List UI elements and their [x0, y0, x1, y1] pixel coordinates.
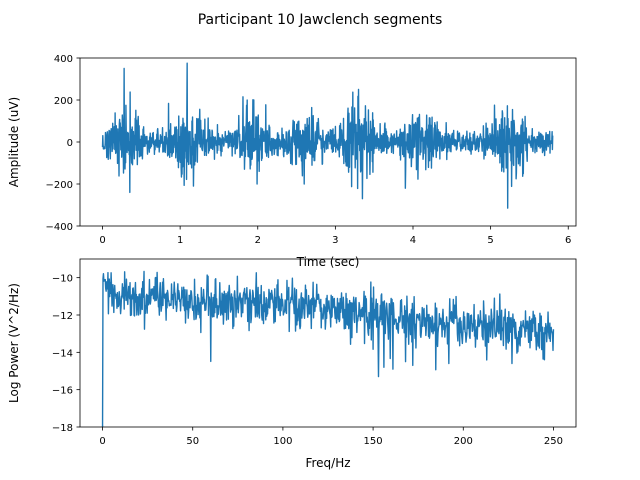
x-tick-label: 3 — [332, 235, 338, 246]
log-power-series-line — [101, 270, 555, 428]
x-tick-label: 100 — [273, 436, 292, 447]
time-axis-ticks: 0 1 2 3 4 5 6 −400 −200 0 200 400 — [46, 54, 572, 246]
y-tick-label: −400 — [46, 222, 73, 233]
time-domain-axes: 0 1 2 3 4 5 6 −400 −200 0 200 400 Time (sec) Amplit… — [7, 54, 577, 269]
figure-title: Participant 10 Jawclench segments — [198, 12, 443, 28]
y-tick-label: −10 — [52, 274, 73, 285]
x-tick-label: 0 — [99, 436, 105, 447]
amplitude-y-label: Amplitude (uV) — [7, 97, 21, 188]
log-power-y-label: Log Power (V^2/Hz) — [7, 283, 21, 403]
frequency-axis-ticks: 0 50 100 150 200 250 −18 −16 −14 −12 −10 — [52, 274, 563, 447]
y-tick-label: 400 — [54, 54, 73, 65]
y-tick-label: −200 — [46, 180, 73, 191]
frequency-x-label: Freq/Hz — [305, 456, 350, 470]
log-power-series-path — [101, 270, 555, 428]
x-tick-label: 1 — [177, 235, 183, 246]
y-tick-label: 200 — [54, 96, 73, 107]
time-x-label: Time (sec) — [296, 255, 360, 269]
x-tick-label: 200 — [454, 436, 473, 447]
x-tick-label: 4 — [410, 235, 416, 246]
x-tick-label: 2 — [255, 235, 261, 246]
y-tick-label: −12 — [52, 311, 73, 322]
y-tick-label: 0 — [67, 138, 73, 149]
time-axes-frame — [79, 57, 577, 227]
amplitude-series-line — [101, 62, 554, 209]
x-tick-label: 6 — [565, 235, 571, 246]
frequency-domain-axes: 0 50 100 150 200 250 −18 −16 −14 −12 −10 Freq/Hz L… — [7, 258, 577, 470]
x-tick-label: 150 — [364, 436, 383, 447]
y-tick-label: −16 — [52, 386, 73, 397]
y-tick-label: −14 — [52, 348, 73, 359]
x-tick-label: 250 — [544, 436, 563, 447]
frequency-axes-frame — [79, 258, 577, 428]
x-tick-label: 5 — [487, 235, 493, 246]
x-tick-label: 50 — [186, 436, 199, 447]
y-tick-label: −18 — [52, 423, 73, 434]
x-tick-label: 0 — [99, 235, 105, 246]
amplitude-series-path — [101, 62, 554, 209]
